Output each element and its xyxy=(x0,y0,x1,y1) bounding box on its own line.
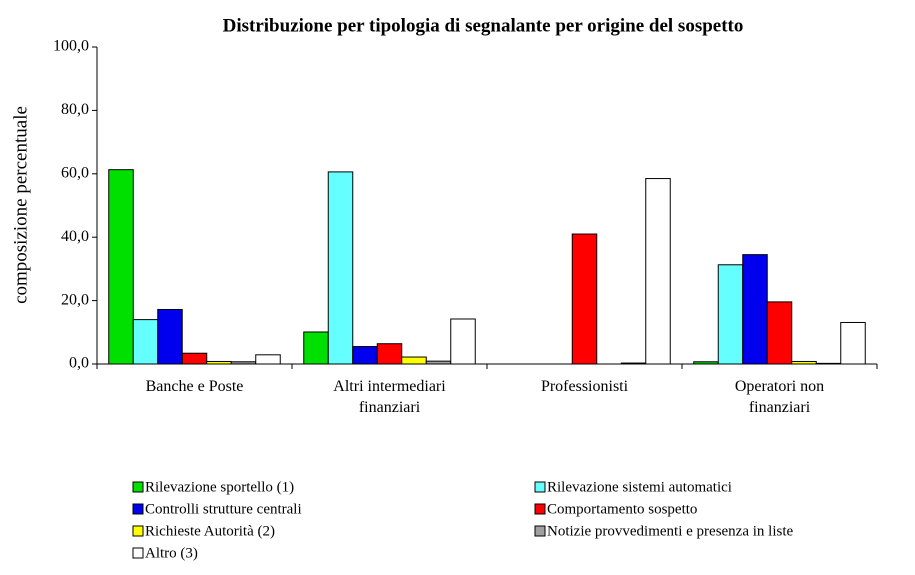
bar xyxy=(645,178,671,365)
legend-label: Rilevazione sistemi automatici xyxy=(547,479,732,495)
bar xyxy=(132,319,159,365)
bar xyxy=(255,354,281,365)
legend-label: Comportamento sospetto xyxy=(547,501,697,517)
x-tick-label: Operatori non finanziari xyxy=(734,378,825,416)
legend-swatch xyxy=(132,503,144,515)
bar xyxy=(401,356,427,365)
bar xyxy=(206,360,232,365)
y-tick-label: 20,0 xyxy=(61,291,89,308)
bar xyxy=(425,360,452,365)
y-tick-label: 60,0 xyxy=(61,164,89,181)
x-label-box: Operatori non finanziari xyxy=(734,378,825,416)
legend-swatch xyxy=(534,525,546,537)
x-label-box: Banche e Poste xyxy=(145,378,244,395)
bar xyxy=(717,264,744,365)
x-label-box: Professionisti xyxy=(540,378,629,395)
legend-label: Notizie provvedimenti e presenza in list… xyxy=(547,523,794,539)
bar xyxy=(840,321,866,365)
y-tick-label: 100,0 xyxy=(53,38,89,55)
bar xyxy=(742,254,768,365)
x-tick-label: Altri intermediari finanziari xyxy=(333,378,446,416)
bar xyxy=(791,360,817,365)
legend-label: Rilevazione sportello (1) xyxy=(145,479,294,495)
y-tick-label: 40,0 xyxy=(61,228,89,245)
legend-label: Richieste Autorità (2) xyxy=(145,523,275,539)
x-label-box: Altri intermediari finanziari xyxy=(333,378,446,416)
bar xyxy=(450,318,476,365)
bar xyxy=(693,361,719,365)
bar xyxy=(108,169,134,365)
y-tick-label: 80,0 xyxy=(61,101,89,118)
legend-swatch xyxy=(132,481,144,493)
legend-swatch xyxy=(132,547,144,559)
legend-label: Altro (3) xyxy=(145,545,198,561)
legend-swatch xyxy=(534,481,546,493)
legend-label: Controlli strutture centrali xyxy=(145,501,302,517)
bar xyxy=(766,301,793,365)
y-tick-label: 0,0 xyxy=(69,355,89,372)
bar xyxy=(376,343,403,365)
bar xyxy=(327,171,354,365)
bar xyxy=(181,352,208,365)
bar xyxy=(352,346,378,365)
bar xyxy=(303,331,329,365)
x-tick-label: Professionisti xyxy=(540,378,629,395)
bar xyxy=(620,362,647,365)
bar xyxy=(157,308,183,365)
chart-title: Distribuzione per tipologia di segnalant… xyxy=(223,15,744,36)
legend-swatch xyxy=(534,503,546,515)
y-axis-label: composizione percentuale xyxy=(10,106,31,304)
bar xyxy=(230,361,257,365)
legend-swatch xyxy=(132,525,144,537)
bar xyxy=(815,362,842,365)
bar xyxy=(571,233,598,365)
x-tick-label: Banche e Poste xyxy=(145,378,244,395)
